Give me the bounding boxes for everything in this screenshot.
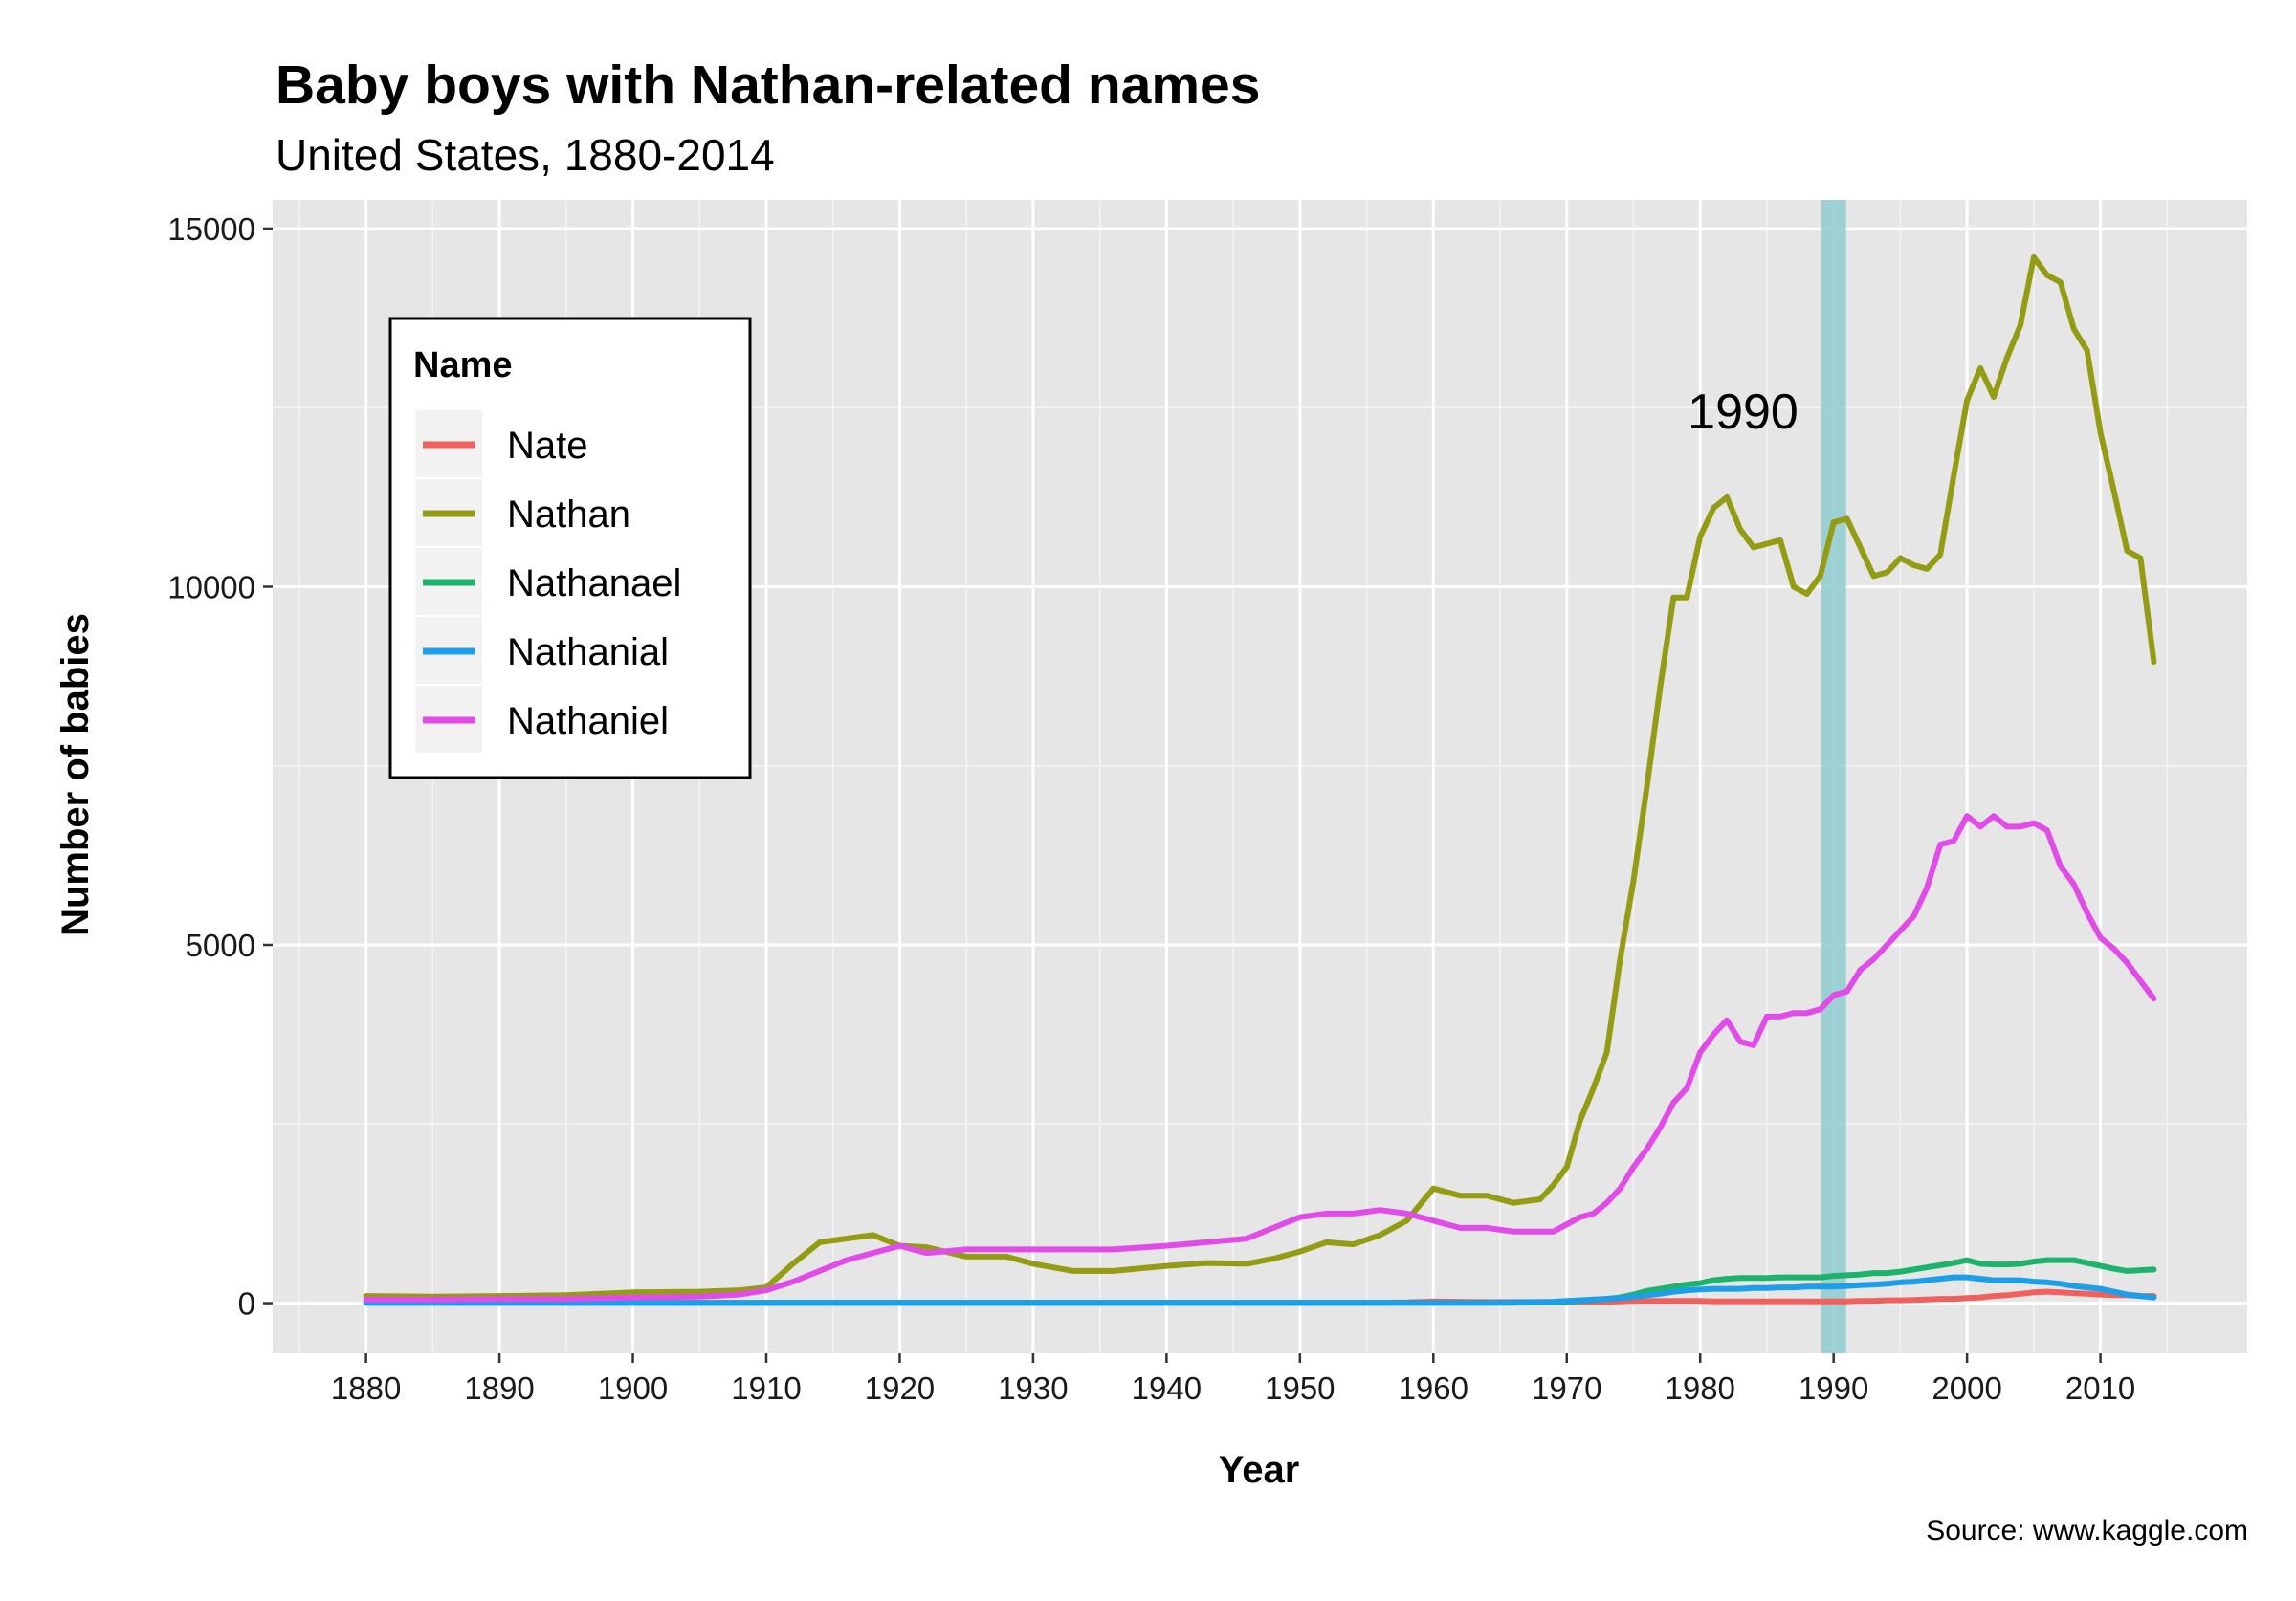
legend-items: Nate Nathan Nathanael Nathanial Nathaniel xyxy=(415,410,681,753)
legend-label-nathanael: Nathanael xyxy=(507,562,681,604)
x-tick-label: 2000 xyxy=(1932,1371,2001,1406)
x-tick-label: 1980 xyxy=(1666,1371,1735,1406)
highlight-band xyxy=(1821,200,1846,1353)
highlight-label: 1990 xyxy=(1688,384,1799,440)
y-tick-label: 10000 xyxy=(167,569,255,604)
x-tick-label: 1920 xyxy=(865,1371,935,1406)
legend-title: Name xyxy=(413,345,513,385)
grid-major xyxy=(273,200,2247,1353)
legend-label-nathan: Nathan xyxy=(507,493,630,536)
series-line-nathan xyxy=(363,253,2157,1300)
highlight-layer xyxy=(1821,200,1846,1353)
series-line-nathaniel xyxy=(363,813,2157,1303)
y-axis: 0 5000 10000 15000 xyxy=(167,211,273,1322)
chart-caption: Source: www.kaggle.com xyxy=(1926,1515,2248,1546)
legend-label-nate: Nate xyxy=(507,425,588,467)
chart-title: Baby boys with Nathan-related names xyxy=(276,55,1260,116)
x-tick-label: 1990 xyxy=(1799,1371,1868,1406)
legend-label-nathanial: Nathanial xyxy=(507,631,669,673)
x-tick-label: 1950 xyxy=(1265,1371,1335,1406)
legend-label-nathaniel: Nathaniel xyxy=(507,700,669,742)
y-tick-label: 5000 xyxy=(186,928,255,963)
series-line-nathanial xyxy=(363,1274,2157,1306)
x-tick-label: 1890 xyxy=(464,1371,534,1406)
x-tick-label: 1960 xyxy=(1399,1371,1468,1406)
x-tick-label: 2010 xyxy=(2065,1371,2135,1406)
annotation-layer: 1990 xyxy=(1688,384,1799,440)
x-tick-label: 1910 xyxy=(731,1371,801,1406)
x-axis: 1880 1890 1900 1910 1920 1930 1940 1950 1960 1970… xyxy=(331,1353,2135,1406)
x-axis-title: Year xyxy=(1219,1449,1300,1491)
x-tick-label: 1900 xyxy=(598,1371,668,1406)
x-tick-label: 1940 xyxy=(1132,1371,1202,1406)
x-tick-label: 1930 xyxy=(998,1371,1068,1406)
x-tick-label: 1970 xyxy=(1532,1371,1601,1406)
y-axis-title: Number of babies xyxy=(55,613,97,936)
y-tick-label: 15000 xyxy=(167,211,255,247)
series-layer xyxy=(363,253,2157,1306)
legend: Name Nate Nathan Nathanael Nathanial Nathani… xyxy=(388,317,752,779)
y-tick-label: 0 xyxy=(238,1286,255,1322)
x-tick-label: 1880 xyxy=(331,1371,401,1406)
chart-subtitle: United States, 1880-2014 xyxy=(276,130,775,180)
